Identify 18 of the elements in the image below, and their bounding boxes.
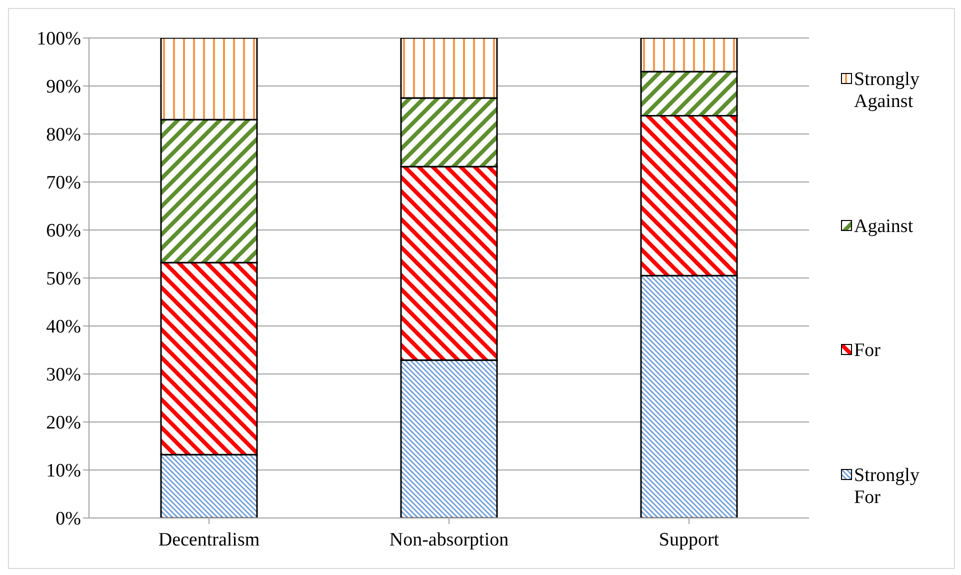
legend-label: Against [854,216,914,238]
y-tick-label: 50% [46,268,82,290]
legend-label: Strongly Against [854,69,920,113]
y-tick-label: 20% [46,412,82,434]
x-tick-label: Non-absorption [389,529,510,550]
y-tick-label: 60% [46,220,82,242]
y-tick-label: 40% [46,316,82,338]
legend-label: Strongly For [854,464,920,509]
y-tick-label: 90% [46,76,82,98]
y-tick-label: 70% [46,172,82,194]
legend-label: For [854,340,882,362]
y-tick-label: 80% [46,124,82,146]
y-tick-label: 0% [56,508,82,530]
y-tick-label: 10% [46,460,82,482]
y-tick-label: 30% [46,364,82,386]
y-tick-label: 100% [36,28,82,50]
x-tick-label: Decentralism [158,529,260,550]
x-tick-label: Support [658,529,720,550]
